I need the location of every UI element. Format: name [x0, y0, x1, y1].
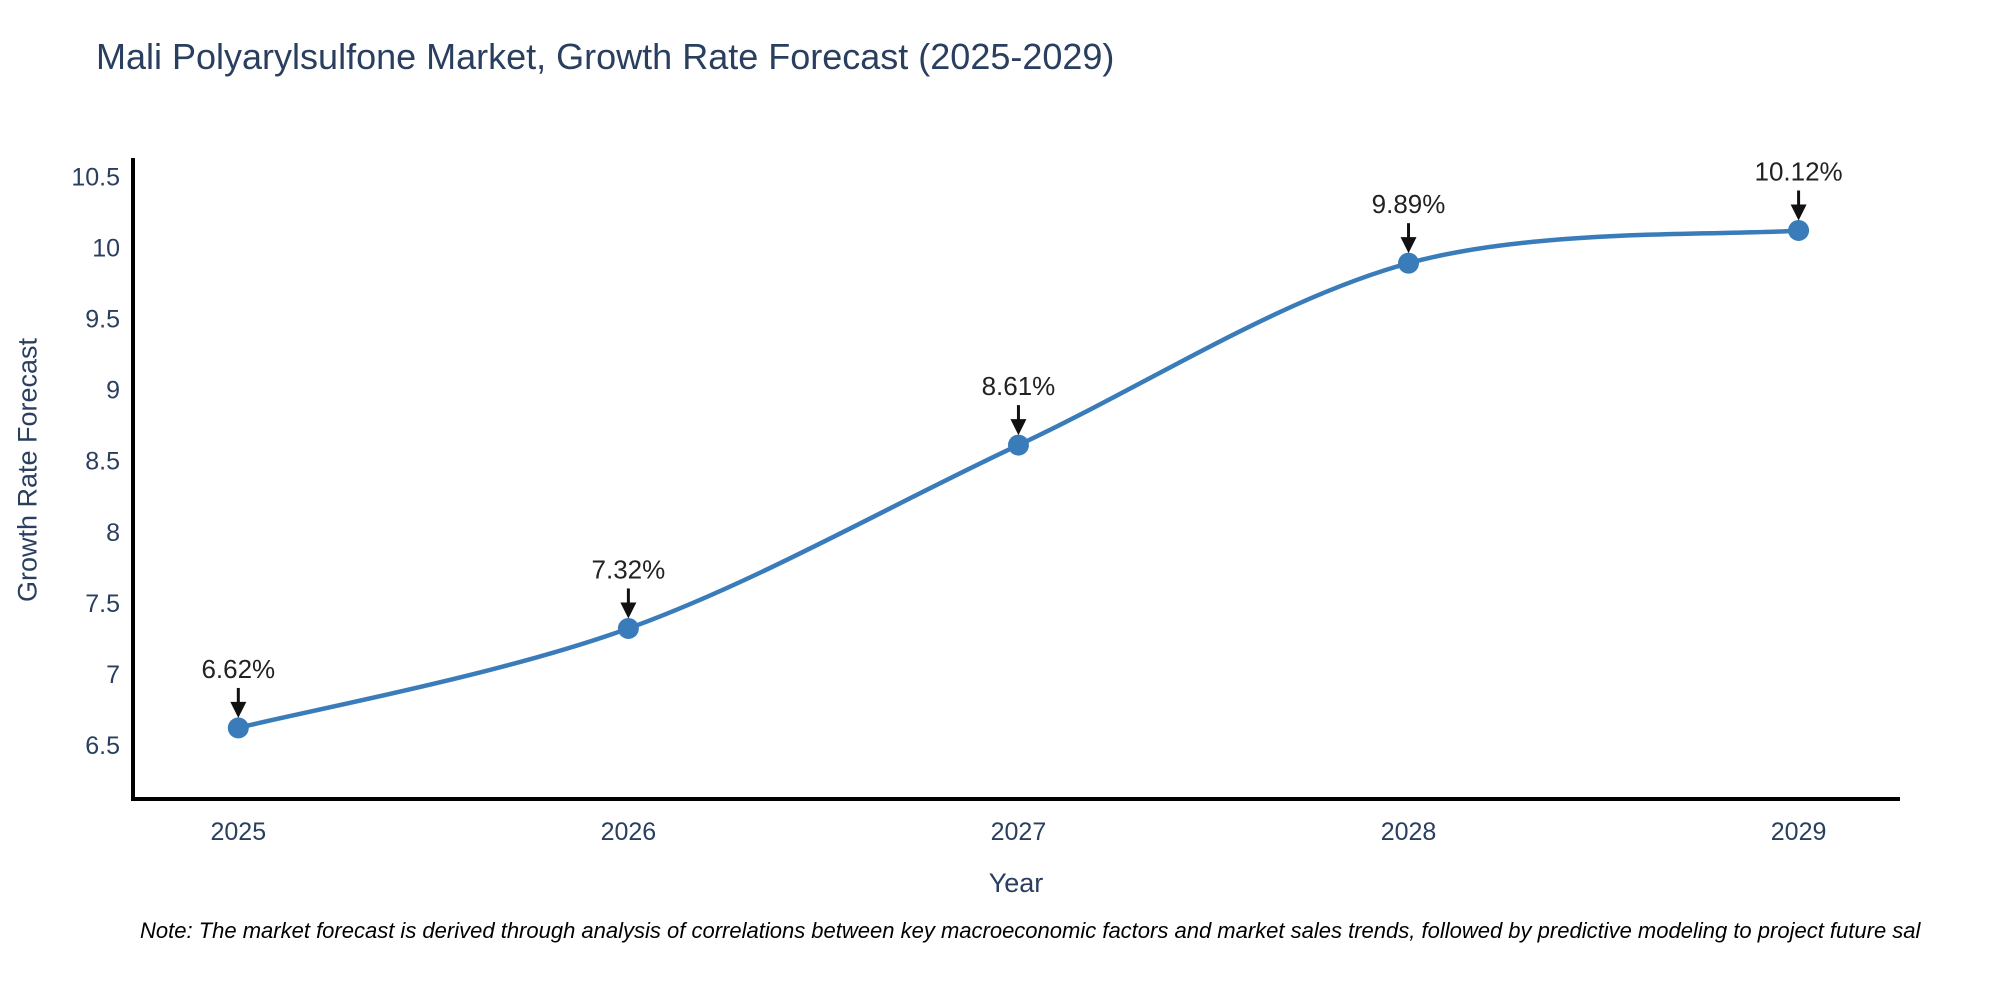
forecast-line: [237, 228, 1799, 731]
data-point-label: 7.32%: [592, 554, 666, 584]
y-tick-label: 9.5: [85, 306, 120, 334]
x-axis-title: Year: [988, 868, 1044, 898]
data-point-label: 9.89%: [1372, 189, 1446, 219]
y-tick-label: 7: [106, 661, 120, 689]
x-tick-label: 2026: [601, 818, 657, 846]
chart-title: Mali Polyarylsulfone Market, Growth Rate…: [96, 36, 1115, 77]
footnote: Note: The market forecast is derived thr…: [140, 918, 1921, 943]
annotation-arrowhead: [620, 602, 637, 619]
data-point-label: 6.62%: [201, 654, 275, 684]
x-tick-label: 2025: [211, 818, 267, 846]
annotation-arrowhead: [230, 701, 247, 718]
y-tick-label: 8.5: [85, 448, 120, 476]
y-tick-label: 7.5: [85, 590, 120, 618]
x-tick-label: 2028: [1381, 818, 1437, 846]
y-tick-label: 8: [106, 519, 120, 547]
data-point-marker: [1007, 434, 1029, 456]
data-point-marker: [1398, 252, 1420, 274]
y-tick-label: 10.5: [71, 163, 120, 191]
annotation-arrowhead: [1400, 237, 1417, 254]
data-point-label: 8.61%: [982, 371, 1056, 401]
y-tick-label: 6.5: [85, 732, 120, 760]
y-tick-label: 9: [106, 377, 120, 405]
data-point-label: 10.12%: [1754, 156, 1842, 186]
annotation-arrowhead: [1790, 204, 1807, 221]
data-point-marker: [1788, 219, 1810, 241]
data-point-marker: [617, 617, 639, 639]
annotation-arrowhead: [1010, 419, 1027, 436]
data-point-marker: [227, 717, 249, 739]
x-tick-label: 2029: [1771, 818, 1827, 846]
y-tick-label: 10: [92, 235, 120, 263]
x-tick-label: 2027: [991, 818, 1047, 846]
